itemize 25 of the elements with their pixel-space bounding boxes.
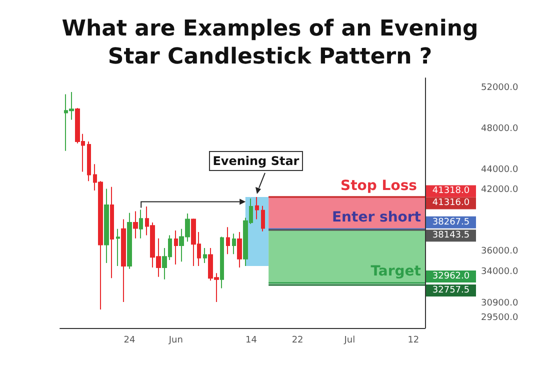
y-tick-label: 30900.0 [481, 298, 518, 309]
band-label: Target [370, 263, 422, 280]
label-frame: Evening Star [208, 150, 303, 171]
ref-line-label: 32757.5 [432, 286, 470, 296]
ref-line-label: 41318.0 [432, 186, 470, 196]
ref-line-label: 41316.0 [432, 198, 470, 208]
y-tick-label: 36000.0 [481, 246, 518, 256]
y-tick-label: 34000.0 [481, 266, 518, 277]
y-tick-label: 29500.0 [481, 312, 518, 323]
chart-title: What are Examples of an Evening Star Candlestick Pattern ? [62, 16, 478, 70]
y-tick-label: 44000.0 [481, 164, 518, 175]
ref-line-label: 32962.0 [432, 271, 470, 282]
y-tick-label: 48000.0 [481, 124, 518, 134]
x-tick-label: Jun [168, 336, 183, 346]
y-tick-label: 42000.0 [481, 185, 518, 196]
ref-line-label: 38267.5 [432, 217, 470, 228]
x-tick-label: 22 [292, 336, 304, 346]
x-tick-label: Jul [343, 336, 356, 346]
ref-line-label: 38143.5 [432, 230, 470, 241]
y-tick-label: 52000.0 [481, 83, 518, 94]
annotation: Stop Loss [340, 178, 417, 194]
band-label: Enter short [332, 209, 422, 226]
x-tick-label: 12 [408, 336, 420, 346]
x-tick-label: 24 [124, 336, 136, 346]
x-tick-label: 14 [245, 336, 258, 346]
